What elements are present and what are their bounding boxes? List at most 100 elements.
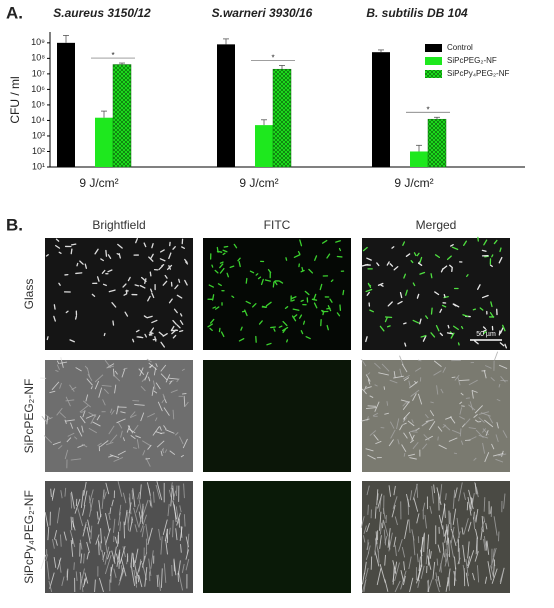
fiber: [495, 352, 498, 360]
cell: [381, 285, 383, 286]
y-tick-label: 10¹: [32, 161, 45, 171]
legend-label: SiPcPEG₂-NF: [447, 56, 497, 65]
significance-mark: *: [111, 51, 114, 60]
cell: [179, 279, 180, 282]
panel-label: B.: [6, 215, 23, 234]
cell: [431, 274, 432, 278]
cell: [448, 325, 449, 327]
micrographs: [40, 237, 510, 593]
cell: [59, 252, 61, 253]
legend-swatch: [425, 57, 442, 65]
bar: [95, 118, 113, 167]
cell: [431, 308, 432, 314]
cell: [473, 309, 475, 310]
y-tick-label: 10⁴: [31, 115, 45, 125]
cell: [482, 250, 486, 251]
bar: [273, 69, 291, 167]
bar: [255, 125, 273, 167]
image-bg: [203, 481, 351, 593]
error-bar: [279, 65, 285, 69]
cell: [72, 244, 76, 245]
micrograph: [41, 481, 193, 593]
cell: [213, 307, 215, 308]
bar: [372, 52, 390, 167]
x-label: 9 J/cm²: [239, 176, 278, 190]
cell: [447, 333, 452, 334]
cell: [292, 300, 294, 301]
fiber: [368, 406, 376, 407]
fiber: [74, 562, 75, 570]
cell: [76, 316, 77, 319]
group-title: S.warneri 3930/16: [212, 6, 313, 20]
x-label: 9 J/cm²: [394, 176, 433, 190]
group-title: B. subtilis DB 104: [366, 6, 468, 20]
panel-label: A.: [6, 3, 23, 22]
fiber: [437, 559, 438, 566]
cell: [462, 327, 463, 329]
row-header: SiPcPy₄PEG₂-NF: [22, 490, 36, 584]
cell: [492, 255, 493, 257]
y-axis-label: CFU / ml: [8, 76, 22, 123]
y-tick-label: 10⁸: [31, 53, 45, 63]
y-tick-label: 10³: [32, 130, 45, 140]
fiber: [41, 555, 46, 569]
micrograph: [45, 238, 193, 350]
cell: [301, 300, 303, 301]
bar: [57, 43, 75, 167]
bar: [217, 44, 235, 167]
fiber: [461, 406, 464, 407]
fiber: [67, 569, 68, 581]
y-tick-label: 10⁵: [31, 99, 45, 109]
cell: [104, 333, 105, 335]
cell: [271, 327, 276, 328]
micrograph: [203, 238, 351, 350]
micrograph: [361, 481, 510, 593]
y-tick-label: 10²: [32, 146, 45, 156]
cell: [274, 329, 275, 331]
legend-swatch: [425, 44, 442, 52]
cell: [388, 326, 390, 327]
cell: [302, 267, 303, 270]
bar: [410, 151, 428, 167]
error-bar: [378, 50, 384, 52]
fiber: [173, 520, 174, 537]
fiber: [452, 377, 456, 378]
significance-mark: *: [426, 105, 429, 114]
cell: [217, 251, 221, 252]
cell: [340, 249, 341, 251]
fiber: [412, 432, 418, 433]
fiber: [384, 386, 385, 389]
y-tick-label: 10⁹: [31, 37, 45, 47]
fiber: [113, 369, 114, 377]
cell: [137, 337, 143, 338]
cell: [150, 272, 151, 276]
cell: [287, 340, 288, 342]
error-bar: [223, 39, 229, 44]
cell: [224, 247, 227, 248]
micrograph: [203, 481, 351, 593]
column-header: FITC: [264, 218, 291, 232]
cell: [246, 278, 247, 283]
error-bar: [261, 120, 267, 125]
image-bg: [203, 360, 351, 472]
cell: [459, 343, 460, 345]
cell: [444, 295, 445, 297]
error-bar: [101, 111, 107, 118]
x-label: 9 J/cm²: [79, 176, 118, 190]
legend-label: Control: [447, 43, 473, 52]
cell: [323, 313, 324, 315]
row-header: SiPcPEG₂-NF: [22, 379, 36, 454]
cell: [113, 321, 114, 325]
cell: [133, 339, 134, 341]
fiber: [138, 575, 139, 582]
cell: [273, 282, 274, 287]
fiber: [182, 393, 186, 394]
row-header: Glass: [22, 279, 36, 310]
fiber: [176, 486, 177, 497]
cell: [71, 249, 72, 254]
column-header: Merged: [416, 218, 457, 232]
fiber: [459, 380, 469, 381]
cell: [54, 305, 55, 309]
micrograph: [40, 357, 193, 472]
